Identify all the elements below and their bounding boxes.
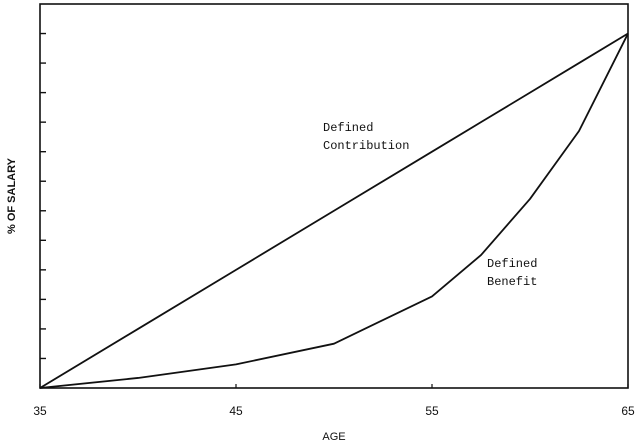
x-tick-label: 35 <box>33 404 47 418</box>
y-axis-label: % OF SALARY <box>6 157 18 234</box>
x-axis-label: AGE <box>322 431 345 443</box>
plot-frame <box>39 3 629 389</box>
annotation: Defined <box>487 257 537 271</box>
annotation: Defined <box>323 121 373 135</box>
x-tick-label: 65 <box>621 404 635 418</box>
annotation: Contribution <box>323 139 409 153</box>
series-line <box>39 32 629 389</box>
x-tick-label: 45 <box>229 404 243 418</box>
annotation: Benefit <box>487 275 537 289</box>
x-tick-label: 55 <box>425 404 439 418</box>
series-line <box>39 33 629 389</box>
